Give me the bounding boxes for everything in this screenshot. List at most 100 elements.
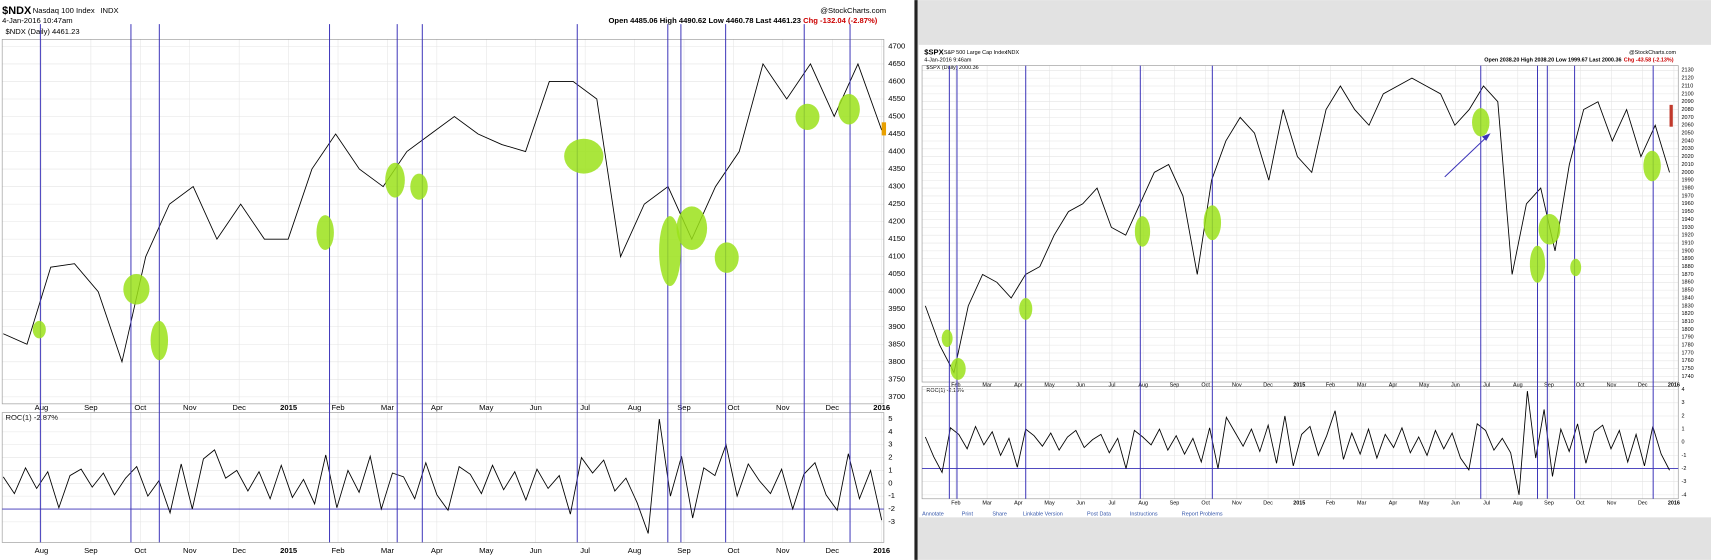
link[interactable]: Instructions — [1130, 511, 1158, 517]
x-tick-label: May — [479, 546, 494, 555]
left-panel — [0, 0, 914, 560]
roc-line — [924, 390, 1670, 495]
y-tick-label: 4450 — [888, 129, 905, 138]
link[interactable]: Annotate — [922, 511, 944, 517]
y-tick-label: 3750 — [888, 374, 905, 383]
x-tick-label: Dec — [825, 546, 839, 555]
x-tick-label: Nov — [1607, 383, 1617, 389]
x-tick-label: 2016 — [1668, 383, 1680, 389]
roc-tick-label: 3 — [1682, 400, 1685, 406]
link[interactable]: Post Data — [1087, 511, 1112, 517]
x-tick-label: Apr — [1014, 383, 1023, 389]
x-tick-label: Feb — [331, 546, 344, 555]
x-tick-label: Oct — [1201, 501, 1210, 507]
roc-tick-label: -3 — [888, 517, 895, 526]
x-tick-label: 2015 — [280, 546, 298, 555]
highlight — [950, 358, 966, 380]
x-tick-label: Oct — [1576, 501, 1585, 507]
x-tick-label: Sep — [84, 403, 98, 412]
y-tick-label: 2020 — [1682, 154, 1694, 160]
y-tick-label: 1810 — [1682, 319, 1694, 325]
y-tick-label: 1940 — [1682, 217, 1694, 223]
roc-line — [2, 418, 883, 534]
x-tick-label: Sep — [84, 546, 98, 555]
x-tick-label: Jun — [1451, 501, 1460, 507]
y-tick-label: 4100 — [888, 252, 905, 261]
highlight — [1019, 298, 1033, 320]
x-tick-label: Feb — [951, 501, 960, 507]
source: @StockCharts.com — [820, 6, 886, 15]
link[interactable]: Report Problems — [1182, 511, 1223, 517]
roc-tick-label: 1 — [1682, 427, 1685, 433]
highlight — [676, 206, 708, 250]
ohlc: Open 4485.06 High 4490.62 Low 4460.78 La… — [609, 16, 801, 25]
symbol: $SPX — [924, 48, 944, 57]
y-tick-label: 2040 — [1682, 138, 1694, 144]
x-tick-label: Nov — [183, 546, 197, 555]
change: Chg -132.04 (-2.87%) — [803, 16, 878, 25]
price-frame — [1, 39, 885, 405]
arrow-head — [1481, 133, 1491, 141]
x-tick-label: Aug — [35, 546, 49, 555]
x-tick-label: Jul — [580, 403, 590, 412]
link[interactable]: Linkable Version — [1023, 511, 1063, 517]
legend: $NDX (Daily) 4461.23 — [5, 27, 79, 36]
x-tick-label: Jul — [1109, 383, 1116, 389]
roc-legend: ROC(1) -2.13% — [926, 388, 964, 394]
x-tick-label: Mar — [982, 383, 992, 389]
x-tick-label: Oct — [1576, 383, 1585, 389]
x-tick-label: May — [1044, 501, 1055, 507]
highlight — [1570, 258, 1582, 277]
ohlc: Open 2038.20 High 2038.20 Low 1999.67 La… — [1484, 58, 1621, 64]
y-tick-label: 4550 — [888, 94, 905, 103]
source: @StockCharts.com — [1629, 50, 1676, 56]
roc-tick-label: -1 — [888, 491, 895, 500]
x-tick-label: Mar — [381, 403, 395, 412]
highlight — [1472, 108, 1490, 137]
y-tick-label: 2120 — [1682, 76, 1694, 82]
y-tick-label: 1860 — [1682, 280, 1694, 286]
x-tick-label: May — [1044, 383, 1055, 389]
y-tick-label: 4200 — [888, 217, 905, 226]
x-tick-label: Sep — [1544, 501, 1554, 507]
y-tick-label: 1910 — [1682, 240, 1694, 246]
legend: $SPX (Daily) 2000.36 — [926, 65, 978, 71]
x-tick-label: Nov — [776, 546, 790, 555]
y-tick-label: 2090 — [1682, 99, 1694, 105]
y-tick-label: 4650 — [888, 59, 905, 68]
y-tick-label: 2130 — [1682, 68, 1694, 74]
x-tick-label: Feb — [1326, 501, 1335, 507]
x-tick-label: Mar — [982, 501, 992, 507]
y-tick-label: 1900 — [1682, 248, 1694, 254]
symbol: $NDX — [2, 5, 32, 17]
y-tick-label: 2050 — [1682, 131, 1694, 137]
y-tick-label: 4500 — [888, 112, 905, 121]
roc-frame — [1, 412, 885, 543]
x-tick-label: Dec — [232, 403, 246, 412]
y-tick-label: 4150 — [888, 234, 905, 243]
x-tick-label: Feb — [951, 383, 960, 389]
x-tick-label: Aug — [628, 403, 642, 412]
title: S&P 500 Large Cap Index — [944, 50, 1007, 56]
y-tick-label: 1870 — [1682, 272, 1694, 278]
link[interactable]: Print — [962, 511, 974, 517]
x-tick-label: Dec — [232, 546, 246, 555]
x-tick-label: Sep — [677, 403, 691, 412]
arrow — [1444, 135, 1489, 178]
highlight — [316, 215, 334, 250]
x-tick-label: Dec — [1638, 501, 1648, 507]
x-tick-label: Nov — [183, 403, 197, 412]
y-tick-label: 1740 — [1682, 374, 1694, 380]
roc-tick-label: 3 — [888, 440, 892, 449]
right-chart: 2130212021102100209020802070206020502040… — [921, 65, 1694, 507]
y-tick-label: 2100 — [1682, 91, 1694, 97]
x-tick-label: May — [1419, 501, 1430, 507]
highlight — [1643, 150, 1661, 182]
link[interactable]: Share — [992, 511, 1007, 517]
roc-legend: ROC(1) -2.87% — [5, 413, 58, 422]
y-tick-label: 4700 — [888, 41, 905, 50]
roc-tick-label: 2 — [888, 453, 892, 462]
y-tick-label: 1970 — [1682, 193, 1694, 199]
exchange: INDX — [1006, 50, 1019, 56]
highlight — [1134, 216, 1151, 247]
